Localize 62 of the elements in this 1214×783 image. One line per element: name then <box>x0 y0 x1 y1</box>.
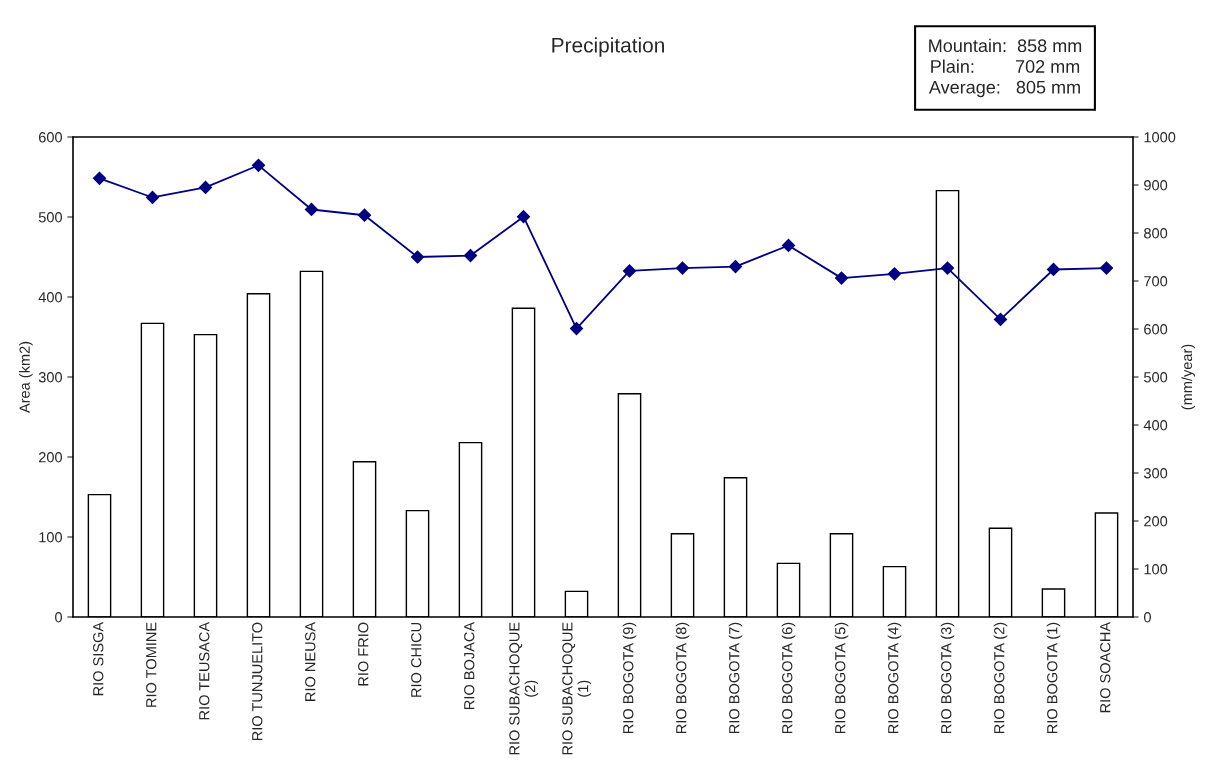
x-tick-label: RIO TUNJUELITO <box>252 622 263 741</box>
y2-tick-label: 100 <box>1144 564 1168 575</box>
x-tick-label: RIO SUBACHOQUE (2) <box>509 622 539 755</box>
chart-title: Precipitation <box>552 37 664 57</box>
point <box>622 264 637 278</box>
point <box>1099 261 1114 275</box>
x-tick-label: RIO CHICU <box>411 622 422 697</box>
y2-tick-label: 800 <box>1144 228 1168 239</box>
y2-tick-label: 0 <box>1143 612 1151 623</box>
text: Mountain: 858 mm Plain: 702 mm Average: 805 mm <box>928 38 1082 98</box>
y-tick-label: 100 <box>39 532 63 543</box>
x-tick-label: RIO TEUSACA <box>199 621 210 720</box>
point <box>145 190 160 205</box>
y2-tick-label: 200 <box>1144 516 1168 527</box>
point <box>569 321 584 336</box>
x-tick-label: RIO NEUSA <box>305 621 316 701</box>
point <box>1046 262 1061 277</box>
x-tick-label: RIO BOGOTA (8) <box>675 622 690 734</box>
point <box>887 267 902 281</box>
y2-tick-label: 900 <box>1144 180 1168 191</box>
point <box>781 238 796 253</box>
point <box>940 261 955 275</box>
x-tick-label: RIO BOJACA <box>464 621 475 709</box>
point <box>463 248 478 263</box>
point <box>410 250 425 264</box>
y2-tick-label: 300 <box>1143 468 1168 479</box>
point <box>304 202 319 217</box>
point <box>516 210 531 224</box>
point <box>357 208 372 222</box>
x-tick-label: RIO BOGOTA (9) <box>622 622 637 734</box>
point <box>728 260 743 274</box>
x-tick-label: RIO BOGOTA (7) <box>728 622 743 734</box>
x-tick-label: RIO BOGOTA (4) <box>887 622 902 734</box>
x-tick-label: RIO BOGOTA (3) <box>940 622 955 734</box>
y-tick-label: 300 <box>38 372 63 383</box>
y-tick-label: 400 <box>38 292 63 303</box>
y2-tick-label: 1000 <box>1144 132 1176 143</box>
x-tick-label: RIO BOGOTA (6) <box>781 622 796 734</box>
point <box>675 261 690 275</box>
x-tick-label: RIO SOACHA <box>1100 621 1111 713</box>
x-tick-label: RIO SUBACHOQUE (1) <box>562 622 592 755</box>
point <box>993 312 1008 326</box>
y-tick-label: 600 <box>38 132 63 143</box>
y-tick-label: 500 <box>38 212 63 223</box>
y2-tick-label: 500 <box>1144 372 1168 383</box>
y-tick-label: 0 <box>55 612 63 623</box>
point <box>92 171 107 185</box>
y2-tick-label: 700 <box>1144 276 1168 287</box>
point <box>251 158 266 172</box>
y-axis-title: Area (km2) <box>19 341 33 414</box>
x-tick-label: RIO TOMINE <box>146 622 157 707</box>
y2-axis-title: (mm/year) <box>1181 344 1196 410</box>
point <box>198 180 213 194</box>
x-tick-label: RIO FRIO <box>358 622 369 686</box>
y2-tick-label: 400 <box>1143 420 1168 431</box>
x-tick-label: RIO BOGOTA (2) <box>993 622 1008 734</box>
y2-tick-label: 600 <box>1144 324 1168 335</box>
x-tick-label: RIO SISGA <box>93 621 104 696</box>
x-tick-label: RIO BOGOTA (1) <box>1046 622 1061 734</box>
x-tick-label: RIO BOGOTA (5) <box>834 622 849 734</box>
y-tick-label: 200 <box>38 452 63 463</box>
point <box>834 271 849 285</box>
